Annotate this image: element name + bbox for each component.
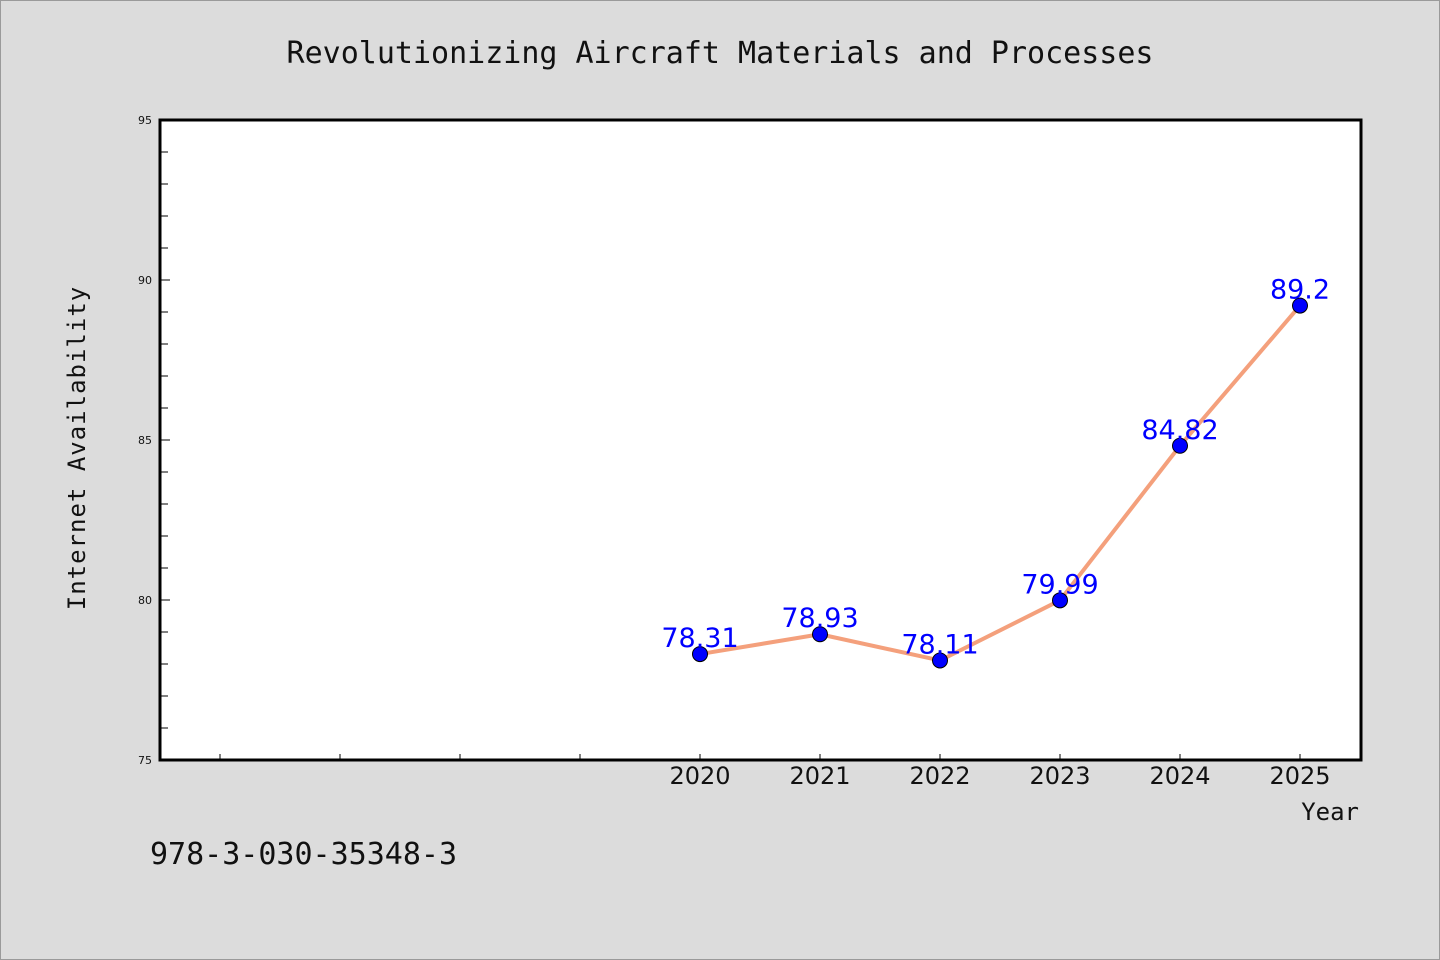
isbn-text: 978-3-030-35348-3: [150, 837, 457, 872]
data-labels: 78.31 78.93 78.11 79.99 84.82 89.2: [661, 275, 1330, 661]
x-tick-label: 2023: [1029, 762, 1090, 790]
y-tick-label: 95: [138, 114, 152, 127]
series-markers: [692, 297, 1308, 669]
y-tick-label: 90: [138, 274, 152, 287]
data-label: 78.93: [781, 603, 858, 634]
x-tick-label: 2024: [1149, 762, 1210, 790]
x-tick-label: 2022: [909, 762, 970, 790]
data-point-marker: [1292, 297, 1308, 314]
y-axis-tick-labels: 75 80 85 90 95: [138, 114, 152, 767]
x-axis-tick-labels: 2020 2021 2022 2023 2024 2025: [669, 762, 1330, 790]
y-tick-label: 75: [138, 754, 152, 767]
series-line: [699, 304, 1302, 663]
data-label: 84.82: [1141, 415, 1218, 446]
x-tick-label: 2020: [669, 762, 730, 790]
chart-title: Revolutionizing Aircraft Materials and P…: [287, 36, 1154, 71]
data-point-marker: [932, 652, 948, 669]
data-point-marker: [1052, 592, 1068, 609]
data-point-marker: [692, 646, 708, 663]
x-tick-label: 2025: [1269, 762, 1330, 790]
y-tick-label: 85: [138, 434, 152, 447]
data-point-marker: [1172, 437, 1188, 454]
plot-border: [158, 118, 1363, 762]
y-axis-label: Internet Availability: [63, 286, 91, 610]
data-label: 89.2: [1270, 275, 1330, 306]
x-axis-label: Year: [1301, 798, 1359, 826]
data-label: 78.11: [901, 629, 978, 660]
y-tick-label: 80: [138, 594, 152, 607]
data-label: 79.99: [1021, 569, 1098, 600]
data-point-marker: [812, 626, 828, 643]
data-label: 78.31: [661, 623, 738, 654]
plot-area: [160, 120, 1361, 760]
x-tick-label: 2021: [789, 762, 850, 790]
